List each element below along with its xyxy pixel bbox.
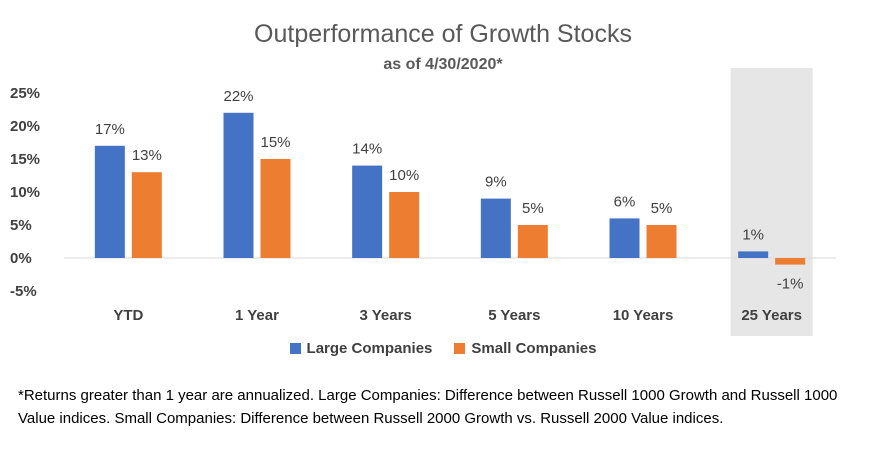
legend-item-small: Small Companies bbox=[454, 340, 596, 357]
y-tick-label: -5% bbox=[10, 283, 37, 300]
category-label: 10 Years bbox=[613, 307, 674, 324]
bar-large bbox=[223, 112, 254, 258]
legend-item-large: Large Companies bbox=[289, 340, 433, 357]
bar-large bbox=[738, 251, 769, 258]
bar-large bbox=[352, 165, 383, 258]
bar-small bbox=[389, 192, 420, 258]
y-tick-label: 5% bbox=[10, 217, 32, 234]
category-label: 3 Years bbox=[360, 307, 412, 324]
data-label-small: -1% bbox=[777, 276, 804, 293]
y-tick-label: 0% bbox=[10, 250, 32, 267]
bar-chart: 25% 20% 15% 10% 5% 0% -5% 17% 13% YTD 22% 15% 1 Year… bbox=[10, 68, 836, 336]
data-label-small: 5% bbox=[522, 200, 544, 217]
category-label: YTD bbox=[113, 307, 143, 324]
data-label-large: 6% bbox=[614, 193, 636, 210]
data-label-large: 22% bbox=[223, 88, 253, 105]
bar-large bbox=[609, 218, 640, 258]
y-tick-label: 15% bbox=[10, 151, 40, 168]
bar-large bbox=[480, 198, 511, 258]
legend-swatch-small bbox=[454, 343, 466, 354]
chart-title: Outperformance of Growth Stocks bbox=[254, 20, 632, 48]
legend-label-large: Large Companies bbox=[306, 340, 433, 357]
bar-small bbox=[131, 172, 162, 258]
chart-legend: Large Companies Small Companies bbox=[0, 340, 886, 357]
legend-swatch-large bbox=[289, 343, 301, 354]
footnote: *Returns greater than 1 year are annuali… bbox=[18, 387, 838, 427]
legend-label-small: Small Companies bbox=[471, 340, 597, 357]
category-label: 25 Years bbox=[741, 307, 802, 324]
y-tick-label: 25% bbox=[10, 85, 40, 102]
bar-small bbox=[517, 225, 548, 258]
bar-large bbox=[94, 145, 125, 258]
category-label: 1 Year bbox=[235, 307, 279, 324]
bar-small bbox=[775, 258, 806, 265]
y-tick-label: 20% bbox=[10, 118, 40, 135]
bar-small bbox=[646, 225, 677, 258]
data-label-large: 17% bbox=[95, 121, 125, 138]
data-label-small: 15% bbox=[260, 134, 290, 151]
y-tick-label: 10% bbox=[10, 184, 40, 201]
data-label-large: 1% bbox=[742, 226, 764, 243]
highlight-band bbox=[730, 68, 813, 336]
chart-subtitle: as of 4/30/2020* bbox=[383, 56, 503, 73]
category-label: 5 Years bbox=[488, 307, 540, 324]
bar-small bbox=[260, 159, 291, 258]
data-label-small: 10% bbox=[389, 167, 419, 184]
data-label-large: 9% bbox=[485, 174, 507, 191]
data-label-small: 5% bbox=[651, 200, 673, 217]
data-label-small: 13% bbox=[132, 147, 162, 164]
data-label-large: 14% bbox=[352, 141, 382, 158]
